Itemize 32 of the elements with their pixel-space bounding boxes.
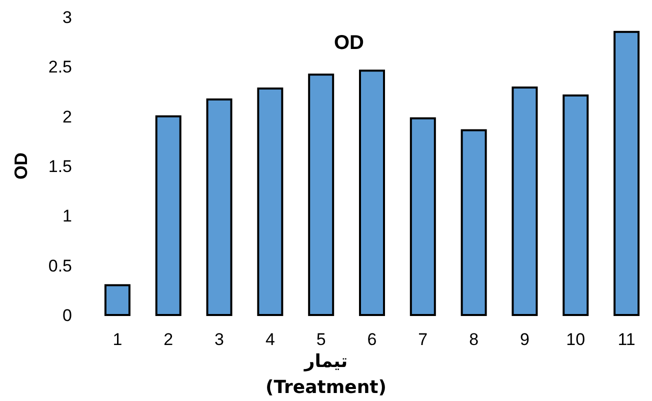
x-tick-label: 4 bbox=[265, 330, 275, 349]
bar bbox=[460, 129, 487, 316]
x-tick-label: 11 bbox=[618, 330, 636, 349]
bar bbox=[257, 88, 284, 316]
bar bbox=[155, 115, 182, 316]
bar bbox=[206, 98, 232, 316]
x-tick-label: 9 bbox=[520, 330, 530, 349]
y-tick-label: 1.5 bbox=[48, 157, 72, 176]
text: OD bbox=[334, 32, 364, 54]
y-axis-title: OD bbox=[11, 152, 31, 180]
x-tick-label: 10 bbox=[566, 330, 586, 349]
y-tick-label: 3 bbox=[62, 8, 72, 27]
y-tick-label: 0.5 bbox=[48, 256, 72, 276]
y-tick-label: 2.5 bbox=[48, 58, 72, 77]
x-tick-label: 7 bbox=[418, 330, 428, 349]
x-tick-label: 2 bbox=[164, 330, 174, 349]
bar bbox=[104, 284, 130, 316]
bar bbox=[359, 70, 385, 316]
y-tick-label: 0 bbox=[62, 306, 72, 325]
x-tick-label: 1 bbox=[112, 330, 122, 349]
bar bbox=[308, 74, 334, 316]
y-tick-label: 2 bbox=[62, 107, 72, 126]
x-tick-label: 5 bbox=[316, 330, 326, 349]
bar bbox=[512, 86, 538, 316]
x-tick-label: 6 bbox=[367, 330, 377, 349]
bar bbox=[614, 30, 640, 316]
x-tick-label: 3 bbox=[214, 330, 224, 349]
bar bbox=[410, 117, 436, 316]
x-tick-label: 8 bbox=[469, 330, 479, 349]
y-tick-label: 1 bbox=[62, 206, 72, 226]
x-axis-title: تیمار (Treatment) bbox=[264, 350, 388, 400]
bar bbox=[562, 94, 589, 316]
